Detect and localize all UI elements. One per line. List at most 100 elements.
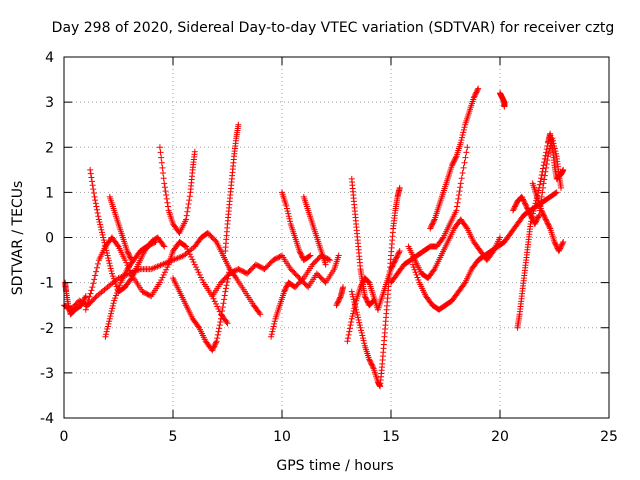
series-sat-q [388,144,471,286]
data-point [457,139,464,146]
x-tick-label: 25 [600,429,618,445]
data-point [463,149,470,156]
data-point [471,93,478,100]
series-sat-r [409,189,560,313]
data-point [106,315,113,322]
data-point [540,211,547,218]
data-point [521,199,528,206]
data-point [90,186,97,193]
data-point [459,170,466,177]
data-point [534,214,541,221]
data-point [350,296,357,303]
data-point [222,285,229,292]
data-point [351,298,358,305]
data-point [532,200,539,207]
data-point [537,178,544,185]
data-point [271,320,278,327]
data-point [351,301,358,308]
data-point [216,322,223,329]
data-point [102,244,109,251]
data-point [525,208,532,215]
data-point [161,243,168,250]
series-sat-y [62,279,89,318]
data-point [348,315,355,322]
data-point [544,219,551,226]
series-sat-p [348,184,403,390]
data-point [354,314,361,321]
data-point [536,207,543,214]
data-point [559,240,566,247]
data-point [100,234,107,241]
data-point [114,287,121,294]
data-point [210,344,217,351]
data-point [115,284,122,291]
data-point [430,217,437,224]
data-point [415,277,422,284]
data-point [355,317,362,324]
data-point [194,266,201,273]
data-point [214,335,221,342]
series-sat-x [510,135,565,227]
data-point [156,279,163,286]
data-point [429,220,436,227]
data-point [109,305,116,312]
data-point [557,245,564,252]
data-point [163,266,170,273]
x-tick-label: 5 [169,429,178,445]
data-point [544,157,551,164]
data-point [453,207,460,214]
data-point [182,242,189,249]
data-point [357,284,364,291]
data-point [430,219,437,226]
data-point [164,264,171,271]
data-point [109,273,116,280]
data-point [212,339,219,346]
data-point [348,288,355,295]
data-point [452,155,459,162]
data-point [349,291,356,298]
data-point [394,251,401,258]
data-point [286,215,293,222]
series-sat-v [514,130,567,331]
data-point [430,267,437,274]
data-point [501,103,508,110]
data-point [199,277,206,284]
data-point [558,242,565,249]
data-point [464,144,471,151]
data-point [195,269,202,276]
series-sat-e [106,193,135,264]
data-point [546,224,553,231]
data-point [189,256,196,263]
data-point [92,294,99,301]
data-point [224,278,231,285]
data-point [91,276,98,283]
data-point [543,164,550,171]
data-point [125,250,132,257]
data-point [198,274,205,281]
data-point [551,239,558,246]
data-point [156,144,163,151]
data-point [396,248,403,255]
data-point [122,257,129,264]
data-point [390,260,397,267]
data-point [524,205,531,212]
series-sat-a [61,229,264,318]
data-point [427,225,434,232]
data-point [215,306,222,313]
data-point [543,217,550,224]
data-point [112,280,119,287]
data-point [459,132,466,139]
data-point [393,254,400,261]
data-point [126,253,133,260]
data-point [217,315,224,322]
data-point [98,229,105,236]
data-point [334,300,341,307]
data-point [513,200,520,207]
data-point [346,328,353,335]
data-point [287,218,294,225]
y-tick-label: 2 [45,140,54,156]
data-point [460,126,467,133]
data-point [90,280,97,287]
data-point [413,271,420,278]
data-point [221,296,228,303]
